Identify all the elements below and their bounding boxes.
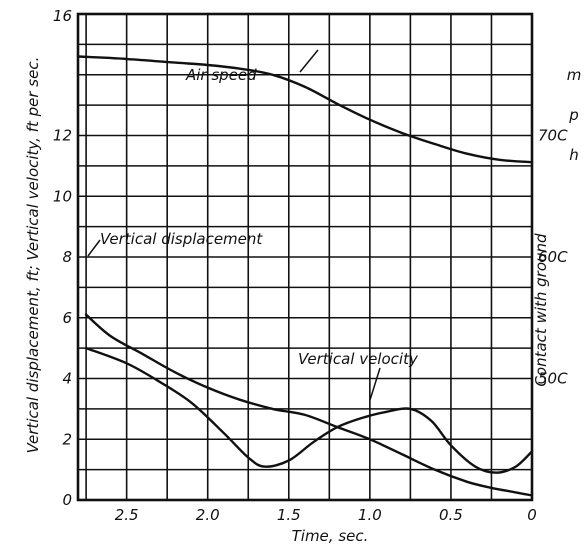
y-axis-label: Vertical displacement, ft; Vertical velo… (24, 57, 42, 454)
x-tick-label: 2.5 (115, 506, 139, 524)
y-tick-label: 12 (53, 127, 72, 145)
x-tick-label: 1.0 (358, 506, 382, 524)
y-tick-label: 4 (62, 370, 72, 388)
x-tick-label: 0 (527, 506, 537, 524)
y2-tick-label: 60C (538, 248, 568, 266)
y-tick-label: 16 (53, 7, 72, 25)
x-tick-label: 1.5 (277, 506, 301, 524)
y2-unit-letter: m (567, 66, 582, 84)
y-tick-label: 10 (53, 187, 72, 205)
leader-line (369, 367, 381, 401)
air-speed-line (76, 55, 534, 164)
y2-tick-label: 50C (538, 370, 568, 388)
x-tick-label: 0.5 (439, 506, 463, 524)
leader-line (299, 49, 319, 73)
y-tick-label: 6 (62, 309, 72, 327)
vertical-displacement-line (84, 313, 534, 497)
right-annotation: Contact with ground (532, 233, 550, 387)
vertical-velocity-label: Vertical velocity (298, 350, 419, 368)
tick-labels: 2.5 2.0 1.5 1.0 0.5 0 0 2 4 6 8 10 12 16 50C 60C 70C m p h (53, 7, 581, 524)
series-group (76, 55, 534, 497)
vertical-velocity-line (84, 346, 534, 474)
y-tick-label: 2 (62, 430, 72, 448)
series-labels: Air speed Vertical displacement Vertical v… (87, 49, 419, 401)
leader-line (87, 239, 101, 257)
y-tick-label: 0 (62, 491, 72, 509)
plot-frame (76, 12, 534, 502)
x-tick-label: 2.0 (196, 506, 220, 524)
y2-unit-letter: h (569, 146, 579, 164)
y2-tick-label: 70C (538, 127, 568, 145)
vertical-displacement-label: Vertical displacement (100, 230, 263, 248)
grid (78, 14, 532, 500)
y-tick-label: 8 (62, 248, 72, 266)
x-axis-label: Time, sec. (292, 527, 369, 545)
air-speed-label: Air speed (185, 66, 257, 84)
y2-unit-letter: p (568, 106, 579, 124)
